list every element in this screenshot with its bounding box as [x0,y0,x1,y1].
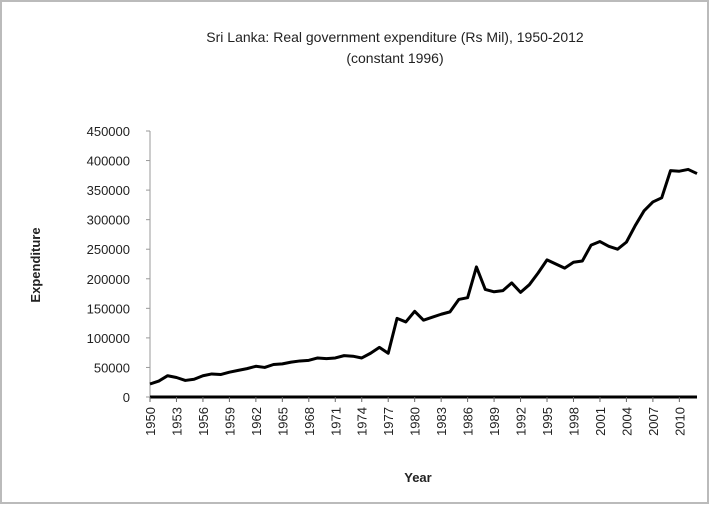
y-tick-label: 250000 [87,242,130,257]
x-tick-label: 2001 [593,407,608,436]
y-tick-label: 350000 [87,183,130,198]
x-tick-label: 1968 [302,407,317,436]
x-tick-label: 2004 [619,407,634,436]
y-tick-label: 100000 [87,331,130,346]
y-axis-label: Expenditure [28,227,43,302]
y-tick-label: 400000 [87,154,130,169]
line [149,167,698,386]
y-tick-label: 0 [123,390,130,405]
y-tick-label: 450000 [87,124,130,139]
x-tick-label: 1995 [540,407,555,436]
x-tick-label: 1953 [169,407,184,436]
x-tick-label: 1974 [355,407,370,436]
x-tick-label: 2010 [672,407,687,436]
y-tick-label: 200000 [87,272,130,287]
x-tick-label: 1956 [196,407,211,436]
chart-title: Sri Lanka: Real government expenditure (… [206,29,584,45]
x-tick-label: 1989 [487,407,502,436]
x-tick-label: 1959 [222,407,237,436]
x-tick-label: 1965 [275,407,290,436]
x-tick-label: 1983 [434,407,449,436]
x-tick-label: 1950 [143,407,158,436]
y-tick-label: 300000 [87,213,130,228]
x-tick-label: 1977 [381,407,396,436]
x-tick-label: 1980 [408,407,423,436]
x-tick-label: 1998 [566,407,581,436]
x-tick-label: 1962 [249,407,264,436]
y-tick-label: 150000 [87,301,130,316]
x-tick-label: 1986 [461,407,476,436]
x-tick-label: 2007 [646,407,661,436]
x-axis-label: Year [404,470,431,485]
x-tick-label: 1971 [328,407,343,436]
x-tick-label: 1992 [514,407,529,436]
y-tick-label: 50000 [94,360,130,375]
chart-subtitle: (constant 1996) [346,50,443,66]
